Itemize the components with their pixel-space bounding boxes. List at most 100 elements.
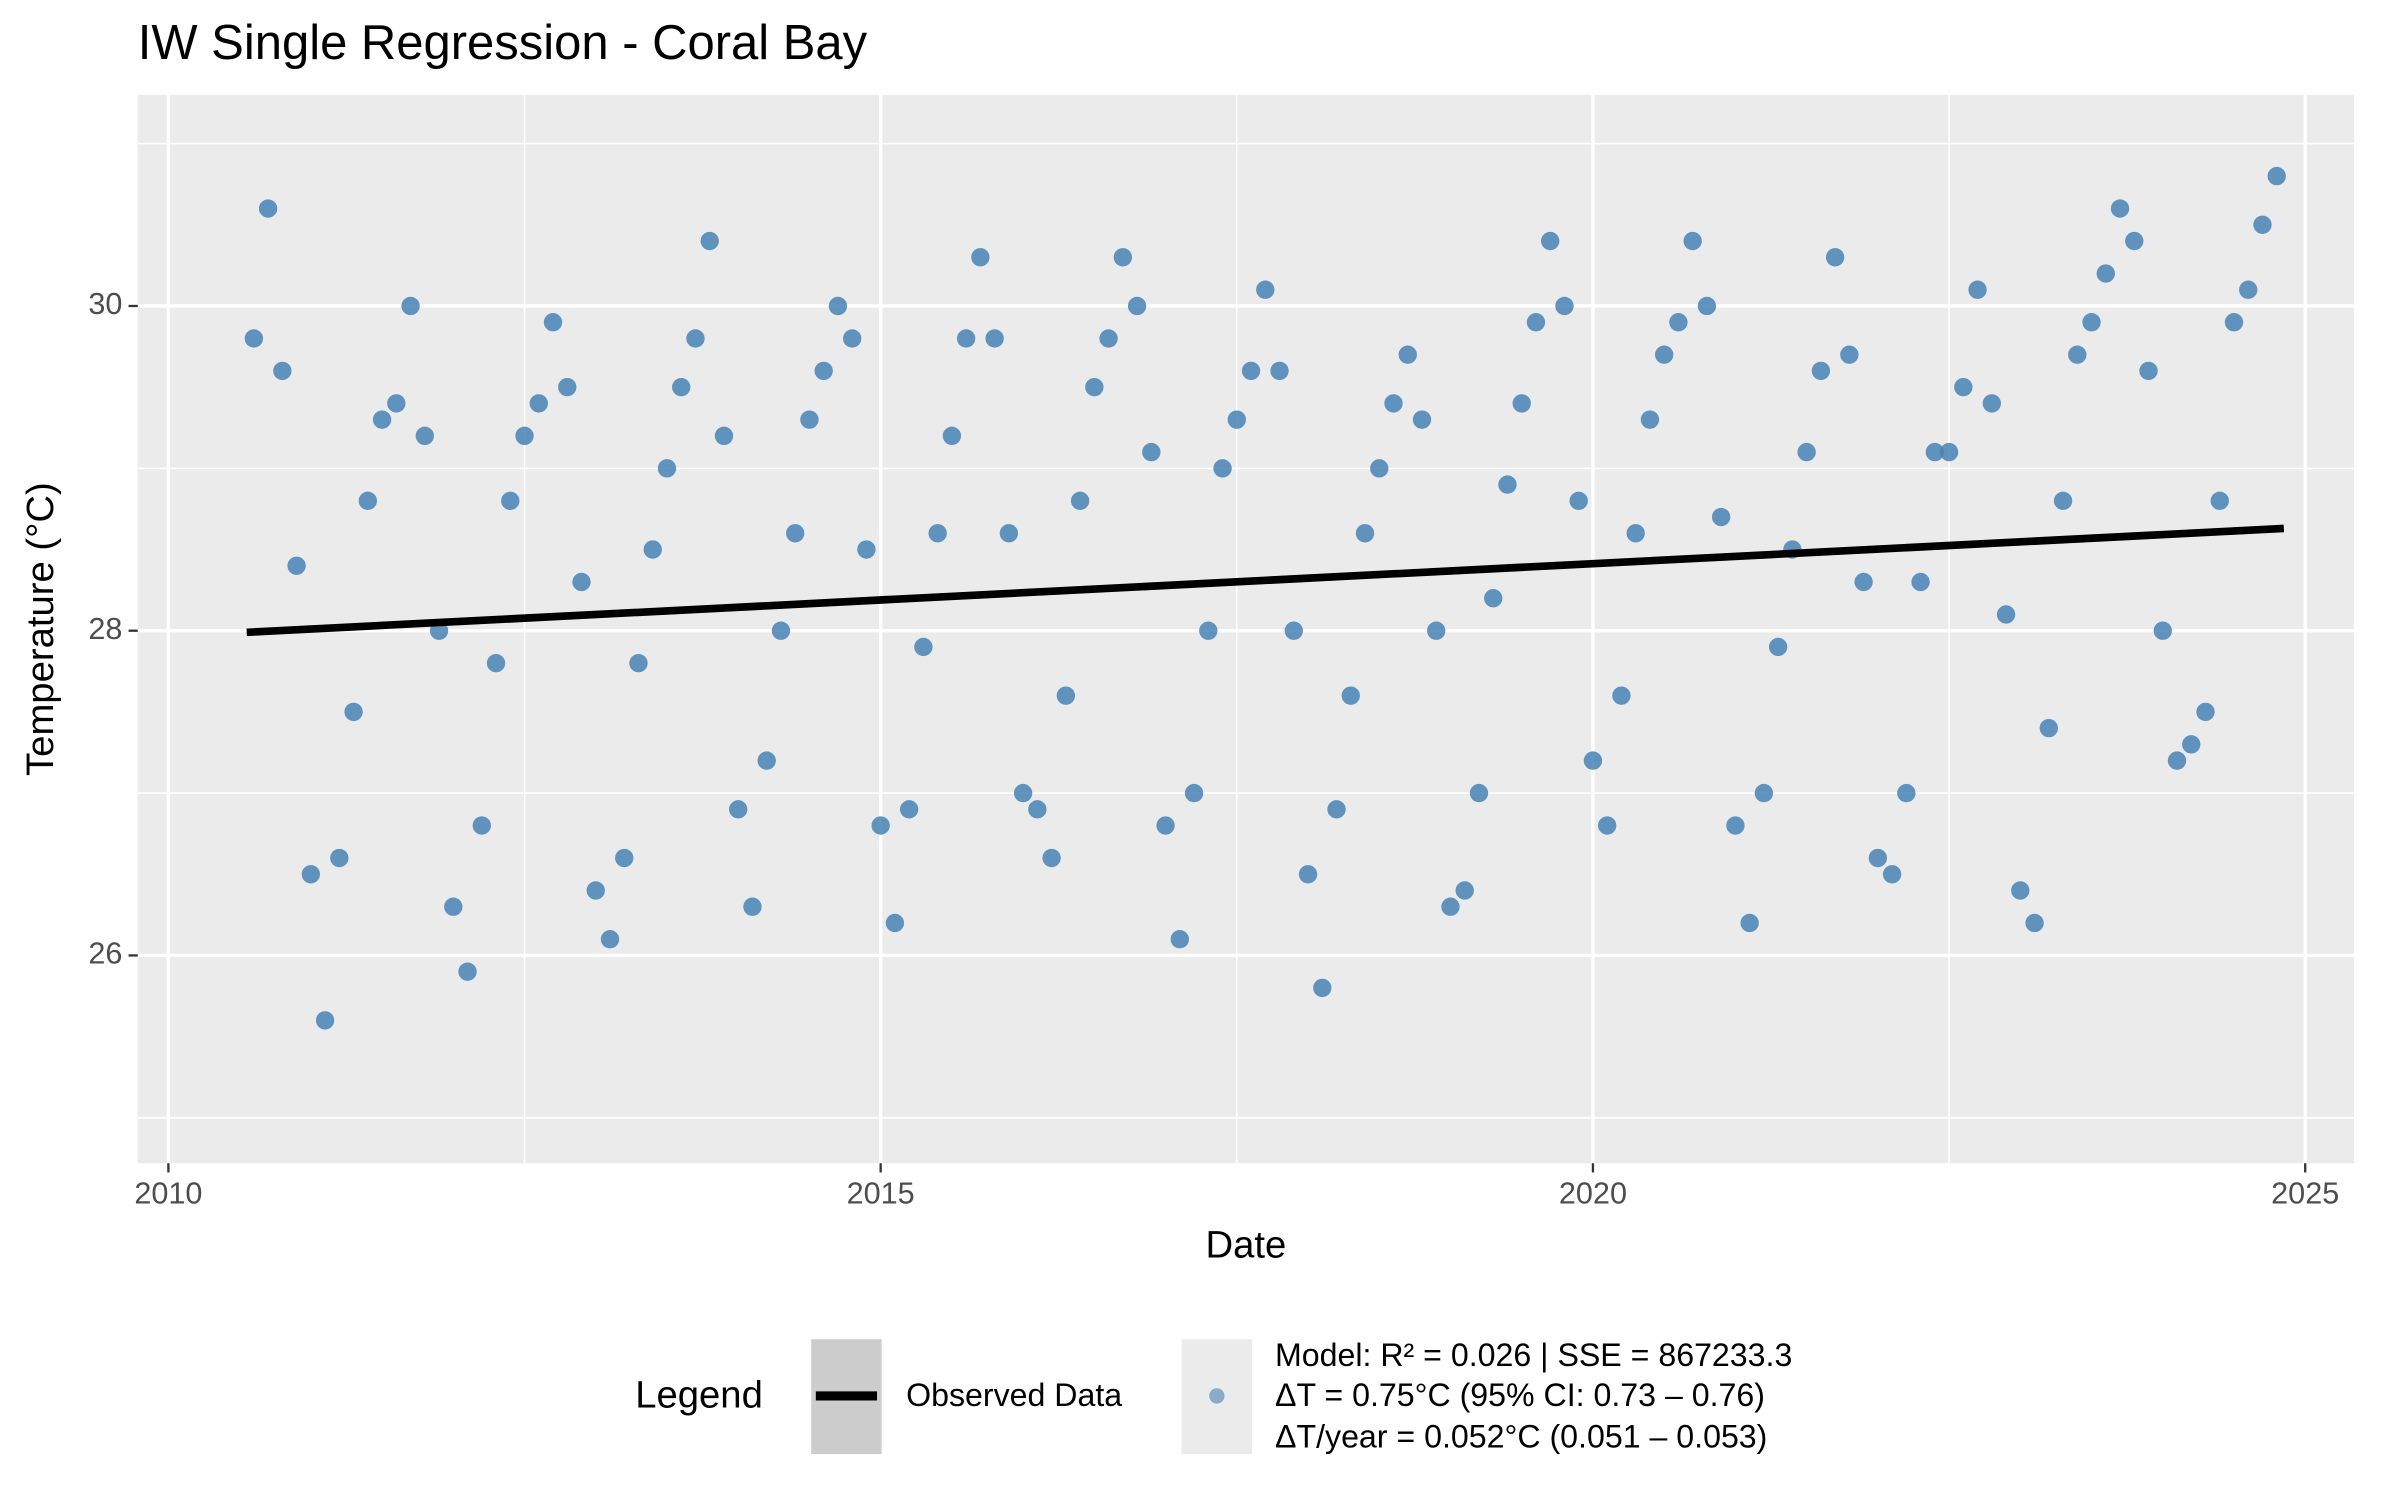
- data-point: [1669, 313, 1688, 332]
- data-point: [2167, 751, 2187, 770]
- data-point: [1840, 345, 1859, 364]
- data-point: [1882, 865, 1902, 884]
- data-point: [1298, 865, 1318, 884]
- data-point: [2182, 735, 2201, 754]
- data-point: [657, 459, 677, 478]
- data-point: [1427, 621, 1446, 640]
- data-point: [344, 702, 363, 722]
- data-point: [1256, 280, 1275, 299]
- legend: Legend Observed Data Model: R² = 0.026 |…: [635, 1337, 1792, 1454]
- data-point: [2068, 345, 2087, 364]
- data-point: [1868, 848, 1888, 868]
- data-point: [2224, 313, 2244, 332]
- data-point: [1327, 800, 1346, 819]
- data-point: [2011, 881, 2030, 900]
- data-point: [1911, 572, 1930, 592]
- data-point: [1726, 816, 1745, 835]
- data-point: [1569, 491, 1588, 510]
- data-point: [757, 751, 776, 770]
- data-point: [1099, 329, 1118, 348]
- data-point: [1313, 978, 1332, 998]
- data-point: [2139, 361, 2158, 381]
- data-point: [372, 410, 392, 429]
- data-point: [1013, 783, 1033, 803]
- data-point: [486, 653, 506, 673]
- data-point: [472, 816, 491, 835]
- data-point: [828, 296, 848, 316]
- grid: [137, 94, 2355, 1164]
- y-tick-label: 30: [88, 287, 122, 321]
- data-point: [558, 377, 577, 397]
- data-point: [1213, 459, 1232, 478]
- data-point: [301, 865, 321, 884]
- data-point: [729, 800, 748, 819]
- data-point: [1811, 361, 1831, 381]
- data-point: [686, 329, 705, 348]
- data-point: [1825, 248, 1845, 267]
- data-point: [672, 377, 691, 397]
- data-point: [401, 296, 420, 316]
- data-point: [586, 881, 605, 900]
- data-point: [1954, 377, 1973, 397]
- data-point: [914, 637, 933, 657]
- data-point: [244, 329, 264, 348]
- data-point: [971, 248, 990, 267]
- data-point: [1640, 410, 1660, 429]
- data-point: [1156, 816, 1175, 835]
- data-point: [1512, 394, 1531, 413]
- x-tick-label: 2015: [847, 1177, 915, 1211]
- data-point: [1711, 507, 1731, 527]
- data-point: [1241, 361, 1261, 381]
- y-axis-title: Temperature (°C): [19, 482, 62, 776]
- data-point: [1797, 442, 1816, 462]
- data-point: [1085, 377, 1104, 397]
- data-point: [1469, 783, 1489, 803]
- data-point: [2025, 913, 2044, 933]
- data-point: [1484, 589, 1503, 608]
- data-point: [444, 897, 463, 916]
- legend-label: Model: R² = 0.026 | SSE = 867233.3: [1275, 1337, 1792, 1373]
- data-point: [1854, 572, 1873, 592]
- data-point: [1455, 881, 1474, 900]
- data-point: [600, 930, 620, 949]
- data-point: [1996, 605, 2016, 624]
- data-point: [1498, 475, 1517, 494]
- data-point: [2110, 199, 2130, 218]
- data-point: [2039, 718, 2058, 738]
- legend-label: ΔT = 0.75°C (95% CI: 0.73 – 0.76): [1275, 1377, 1765, 1413]
- data-point: [1441, 897, 1460, 916]
- data-point: [629, 653, 648, 673]
- data-point: [1897, 783, 1916, 803]
- data-point: [572, 572, 591, 592]
- data-point: [899, 800, 919, 819]
- chart-title: IW Single Regression - Coral Bay: [138, 16, 868, 70]
- data-point: [1612, 686, 1631, 705]
- data-point: [885, 913, 905, 933]
- legend-point-swatch: [1209, 1388, 1225, 1404]
- data-point: [1583, 751, 1603, 770]
- data-point: [330, 848, 349, 868]
- y-tick-label: 26: [88, 937, 122, 971]
- data-point: [1939, 442, 1959, 462]
- data-point: [458, 962, 477, 981]
- marks: [244, 166, 2286, 1030]
- data-point: [515, 426, 534, 446]
- data-point: [258, 199, 278, 218]
- legend-title: Legend: [635, 1374, 763, 1417]
- data-point: [1754, 783, 1774, 803]
- data-point: [1384, 394, 1403, 413]
- x-tick-label: 2020: [1559, 1177, 1627, 1211]
- data-point: [1555, 296, 1574, 316]
- data-point: [1683, 231, 1702, 251]
- data-point: [842, 329, 862, 348]
- data-point: [1626, 524, 1645, 543]
- data-point: [1740, 913, 1759, 933]
- axes: 2010 2015 2020 2025 26 28 30: [88, 287, 2339, 1210]
- data-point: [2210, 491, 2229, 510]
- data-point: [2053, 491, 2073, 510]
- data-point: [415, 426, 434, 446]
- data-point: [942, 426, 962, 446]
- data-point: [1113, 248, 1133, 267]
- data-point: [615, 848, 634, 868]
- data-point: [1768, 637, 1788, 657]
